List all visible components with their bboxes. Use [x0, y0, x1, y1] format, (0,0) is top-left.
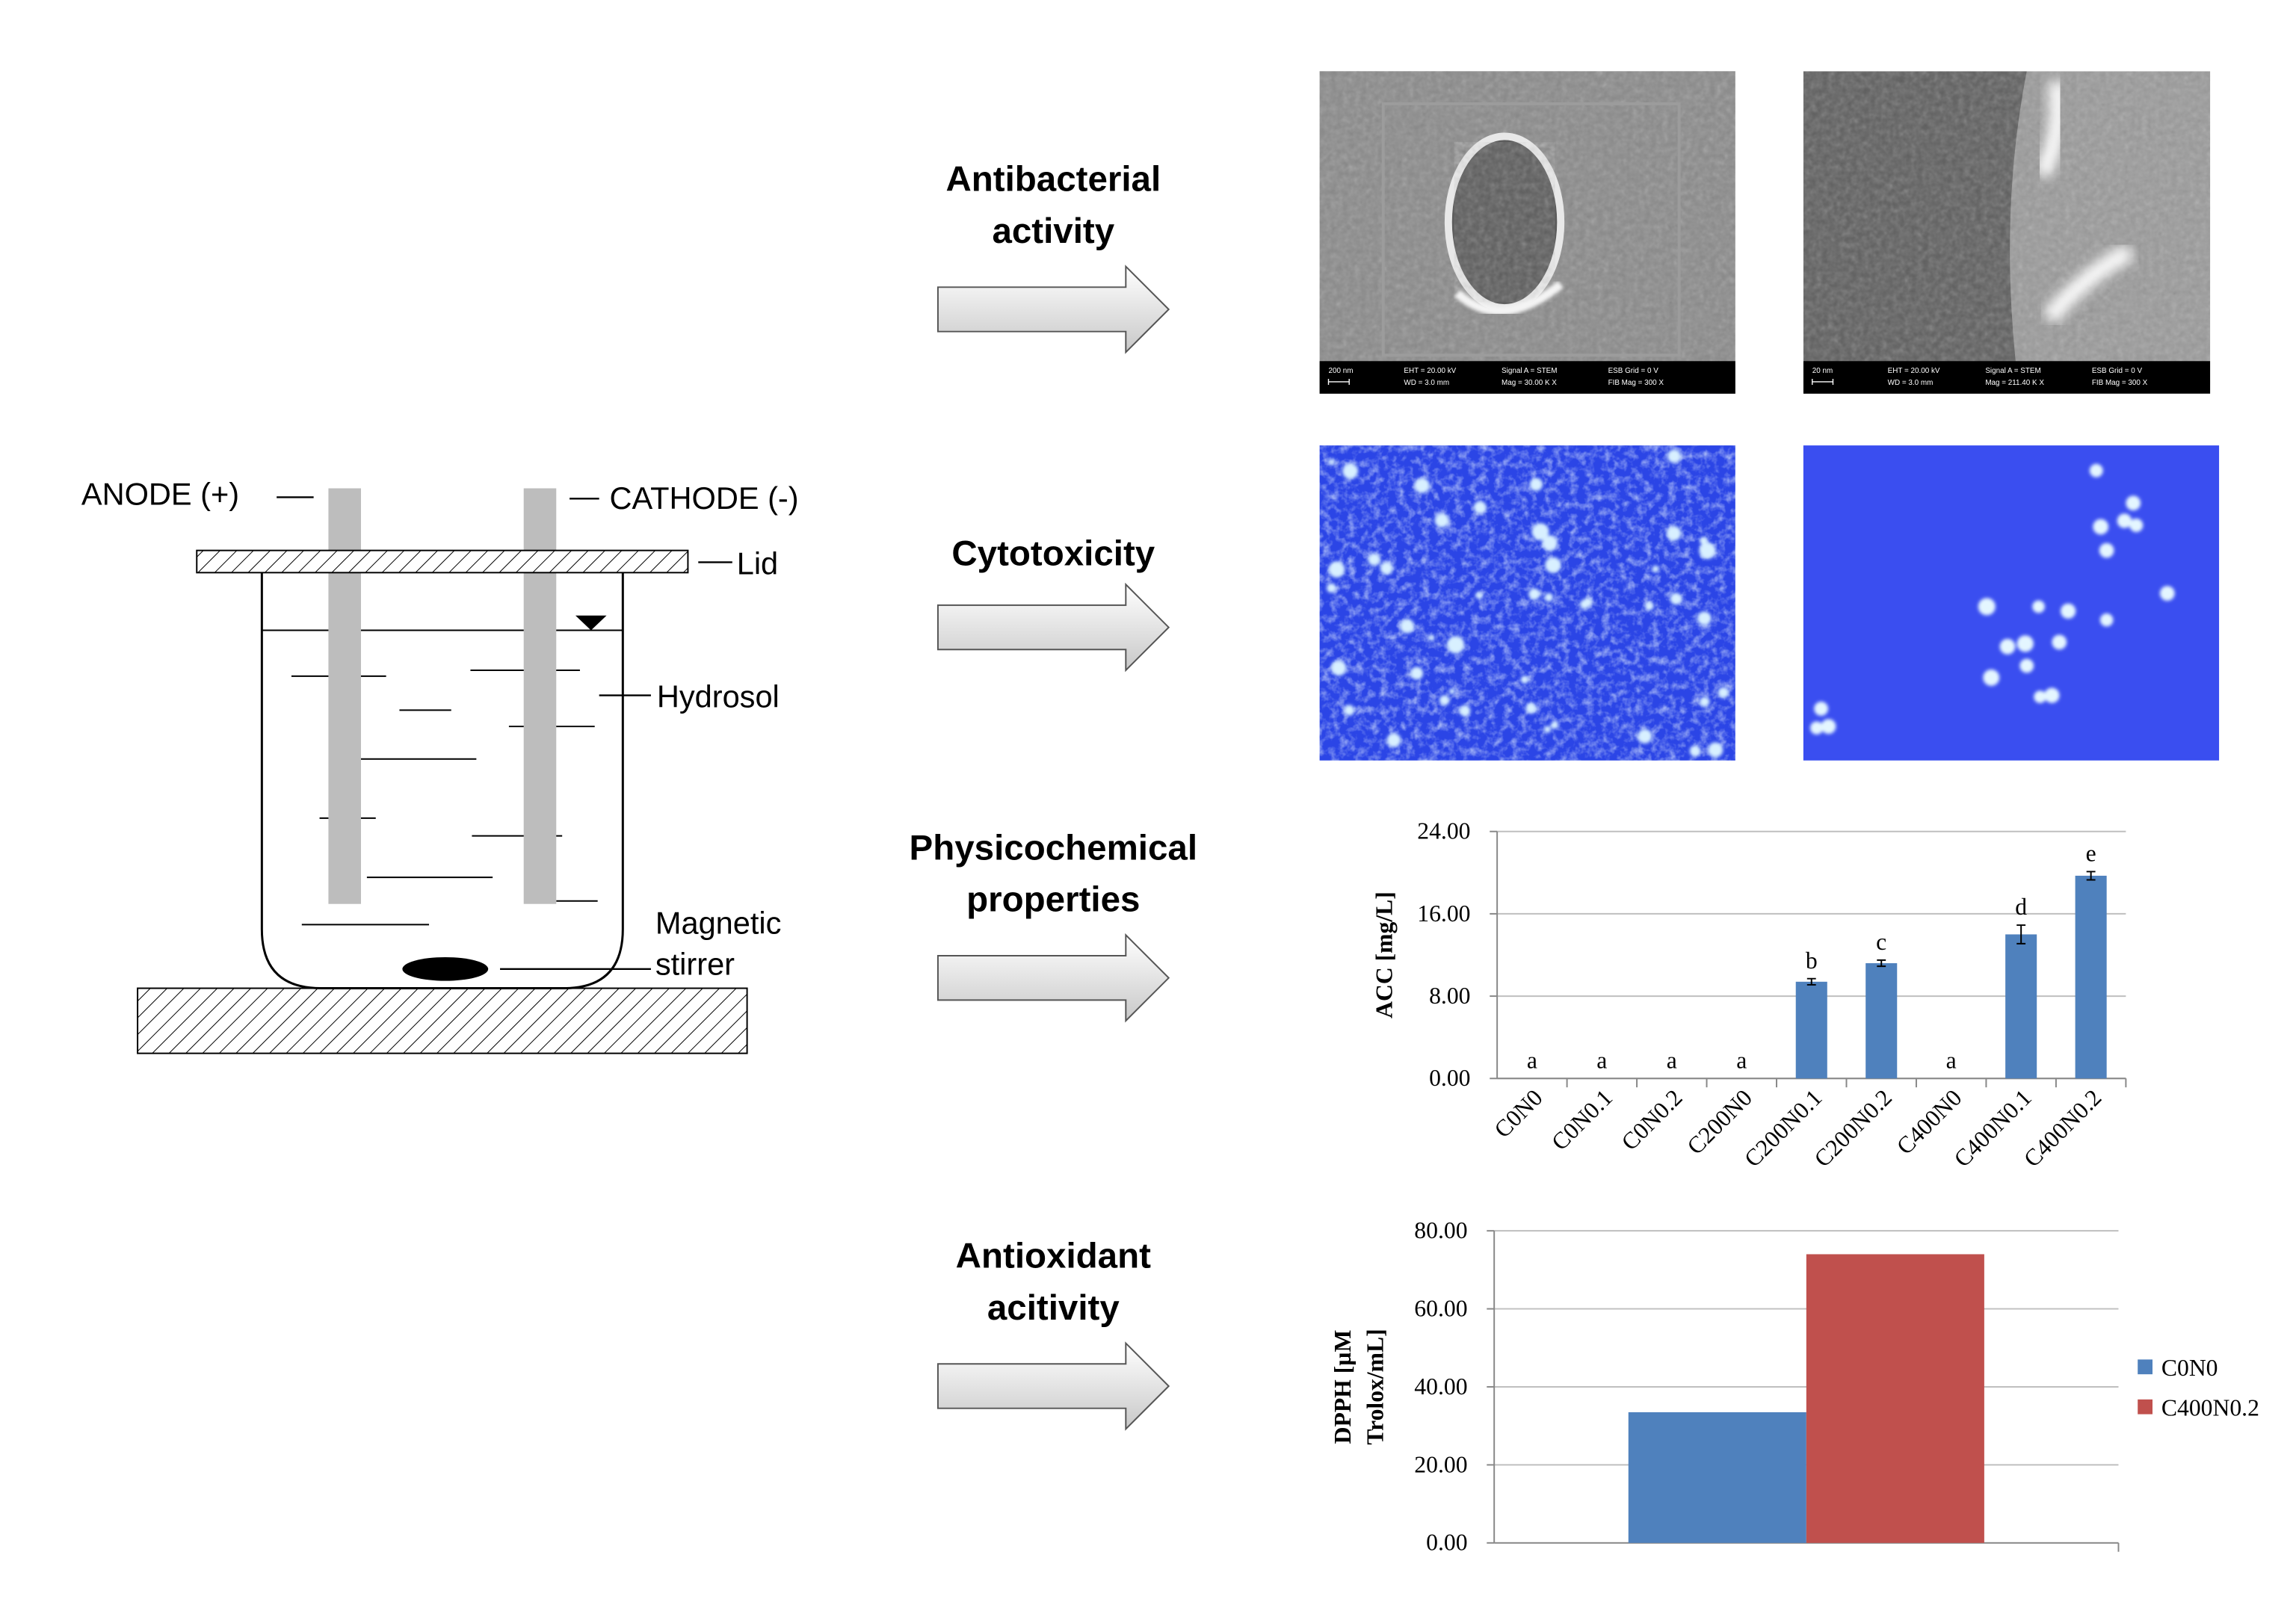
y-axis-label: DPPH [µM [1330, 1330, 1356, 1444]
legend-label: C0N0 [2161, 1355, 2218, 1381]
sem-image [1319, 71, 1735, 394]
sem-info: WD = 3.0 mm [1888, 379, 1934, 387]
error-bar [1877, 959, 1886, 968]
annotation: a [1667, 1047, 1677, 1073]
y-tick-label: 60.00 [1414, 1295, 1467, 1321]
bar [1628, 1412, 1806, 1543]
section-label: Cytotoxicity [951, 534, 1155, 573]
sem-info: Mag = 211.40 K X [1985, 379, 2044, 387]
sem-info: FIB Mag = 300 X [2092, 379, 2148, 387]
anode-label: ANODE (+) [81, 476, 239, 511]
scale-bar-label: 20 nm [1812, 367, 1833, 375]
y-tick-label: 80.00 [1414, 1217, 1467, 1243]
section-label: activity [992, 211, 1114, 251]
y-tick-label: 0.00 [1429, 1065, 1470, 1091]
x-tick-label: C0N0.2 [1617, 1084, 1688, 1155]
bar [1866, 963, 1898, 1079]
bar [2005, 934, 2037, 1079]
annotation: d [2015, 894, 2027, 920]
section-label: Antibacterial [945, 160, 1161, 200]
sem-info: EHT = 20.00 kV [1888, 367, 1940, 375]
bar [2075, 875, 2107, 1079]
legend-swatch [2138, 1359, 2152, 1375]
annotation: a [1736, 1047, 1747, 1073]
annotation: b [1806, 947, 1818, 974]
lid [196, 549, 689, 574]
sem-captions: 200 nm EHT = 20.00 kV WD = 3.0 mm Signal A … [1327, 367, 2148, 387]
section-label: acitivity [987, 1288, 1120, 1328]
y-tick-label: 0.00 [1426, 1530, 1467, 1556]
sem-info: EHT = 20.00 kV [1404, 367, 1456, 375]
section-labels: Antibacterial activity Cytotoxicity Phys… [910, 160, 1197, 1328]
cathode-label: CATHODE (-) [610, 480, 799, 516]
x-tick-label: C0N0 [1489, 1084, 1547, 1143]
sem-info: WD = 3.0 mm [1404, 379, 1449, 387]
block-arrow [936, 582, 1170, 673]
hydrosol-label: Hydrosol [657, 678, 780, 714]
stirrer-bar [402, 956, 489, 981]
lid-label: Lid [737, 545, 778, 581]
annotation: a [1527, 1047, 1537, 1073]
bar [1806, 1254, 1984, 1543]
error-bar [2016, 924, 2026, 945]
block-arrow [936, 265, 1170, 354]
sem-info: Signal A = STEM [1502, 367, 1557, 375]
y-axis-label: ACC [mg/L] [1371, 891, 1398, 1018]
error-bar [2086, 871, 2096, 881]
leader-lines [277, 496, 732, 970]
y-axis-label: Trolox/mL] [1363, 1329, 1389, 1444]
annotation: a [1596, 1047, 1607, 1073]
sem-info: FIB Mag = 300 X [1608, 379, 1664, 387]
block-arrow [936, 1341, 1170, 1431]
beaker [260, 572, 624, 990]
y-tick-label: 24.00 [1417, 818, 1470, 844]
electrolysis-cell: ANODE (+) CATHODE (-) Lid Hydrosol Magne… [81, 476, 799, 1054]
y-tick-label: 8.00 [1429, 983, 1470, 1009]
annotation: a [1946, 1047, 1957, 1073]
level-marker [575, 615, 607, 631]
annotation: e [2086, 841, 2096, 867]
y-tick-label: 40.00 [1414, 1373, 1467, 1400]
legend-swatch [2138, 1399, 2152, 1415]
bar [1795, 981, 1827, 1079]
section-label: Antioxidant [956, 1237, 1151, 1276]
y-tick-label: 16.00 [1417, 900, 1470, 927]
fluorescence-image [1803, 445, 2220, 761]
sem-info: ESB Grid = 0 V [2092, 367, 2143, 375]
section-label: properties [966, 880, 1140, 920]
block-arrow [936, 933, 1170, 1023]
section-label: Physicochemical [910, 828, 1197, 868]
fluorescence-image [1319, 445, 1735, 761]
y-tick-label: 20.00 [1414, 1451, 1467, 1477]
scale-bar [1812, 379, 1834, 385]
x-tick-label: C0N0.1 [1546, 1084, 1617, 1155]
arrows [936, 265, 1170, 1431]
stirrer-label: Magnetic [655, 905, 782, 940]
error-bar [1806, 977, 1816, 986]
base [137, 987, 748, 1054]
scale-bar-label: 200 nm [1328, 367, 1353, 375]
sem-info: Mag = 30.00 K X [1502, 379, 1557, 387]
sem-image [1803, 71, 2211, 394]
sem-info: ESB Grid = 0 V [1608, 367, 1659, 375]
annotation: c [1876, 929, 1886, 955]
legend-label: C400N0.2 [2161, 1395, 2259, 1421]
acc-chart: 0.00 8.00 16.00 24.00 ACC [mg/L] C0N0 a C0N0.1 a… [1371, 818, 2127, 1172]
scale-bar [1327, 379, 1350, 385]
stirrer-label: stirrer [655, 947, 735, 982]
sem-info: Signal A = STEM [1985, 367, 2040, 375]
dpph-chart: 0.00 20.00 40.00 60.00 80.00 DPPH [µM Trolox/m… [1330, 1217, 2259, 1556]
